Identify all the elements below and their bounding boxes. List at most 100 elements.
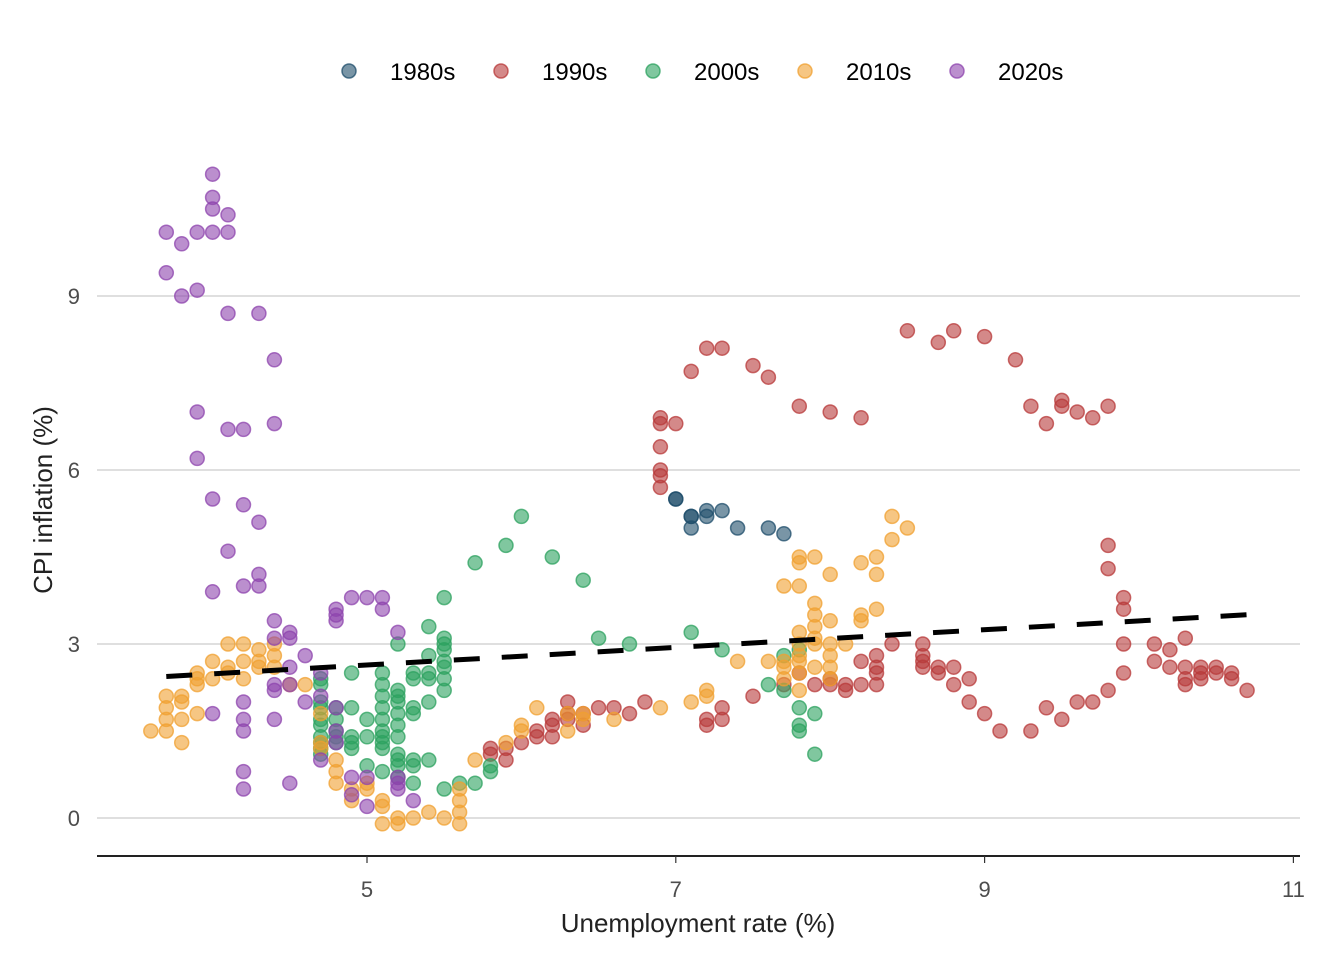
- trend-line-group: [166, 611, 1263, 679]
- data-point: [235, 636, 252, 652]
- data-point: [853, 555, 869, 571]
- data-point: [1069, 694, 1085, 710]
- data-point: [729, 520, 746, 536]
- data-point: [714, 711, 730, 728]
- data-point: [405, 775, 422, 791]
- data-point: [791, 555, 808, 571]
- data-point: [1115, 601, 1132, 617]
- data-point: [868, 676, 885, 693]
- data-point: [868, 601, 885, 617]
- data-point: [436, 589, 452, 606]
- data-point: [251, 305, 267, 322]
- data-point: [976, 328, 993, 345]
- data-point: [745, 357, 761, 374]
- data-point: [1146, 636, 1163, 652]
- data-point: [204, 166, 221, 182]
- data-point: [683, 363, 699, 380]
- data-point: [559, 723, 576, 739]
- data-point: [235, 497, 252, 513]
- data-point: [652, 462, 669, 478]
- data-point: [405, 758, 422, 774]
- data-point: [1177, 676, 1194, 693]
- data-point: [266, 682, 283, 699]
- data-point: [220, 224, 236, 240]
- x-tick-label: 9: [978, 877, 990, 902]
- data-point: [930, 334, 947, 351]
- x-tick-label: 5: [361, 877, 373, 902]
- data-point: [575, 705, 591, 722]
- legend-label: 2010s: [846, 59, 911, 86]
- legend-item-1990s: 1990s: [493, 59, 607, 86]
- data-point: [436, 682, 452, 699]
- data-point: [621, 636, 638, 652]
- data-point: [390, 781, 406, 797]
- data-point: [343, 787, 360, 803]
- data-point: [606, 711, 622, 728]
- data-point: [791, 578, 808, 594]
- data-point: [251, 514, 267, 530]
- data-point: [421, 804, 437, 820]
- x-axis-title: Unemployment rate (%): [561, 908, 836, 938]
- data-point: [374, 601, 391, 617]
- legend-item-2010s: 2010s: [797, 59, 911, 86]
- data-point: [235, 671, 252, 687]
- data-point: [312, 752, 329, 768]
- y-axis-title: CPI inflation (%): [28, 406, 58, 594]
- data-point: [1054, 392, 1070, 409]
- data-point: [745, 688, 761, 704]
- trend-line: [166, 611, 1263, 679]
- data-point: [297, 694, 313, 710]
- data-point: [235, 763, 252, 780]
- data-point: [343, 700, 360, 716]
- data-point: [204, 189, 221, 206]
- x-tick-label: 11: [1282, 877, 1305, 902]
- data-point: [204, 584, 221, 600]
- data-point: [652, 439, 669, 455]
- data-point: [266, 613, 283, 629]
- data-point: [1208, 665, 1224, 681]
- data-point: [1023, 723, 1039, 739]
- series-1980s: [668, 491, 792, 542]
- data-point: [837, 682, 854, 699]
- data-point: [822, 613, 838, 629]
- data-point: [729, 653, 746, 670]
- data-point: [822, 566, 838, 583]
- data-point: [822, 671, 838, 687]
- gridlines: [97, 295, 1300, 819]
- data-point: [683, 508, 699, 525]
- data-point: [436, 781, 452, 797]
- data-point: [421, 752, 437, 768]
- data-point: [714, 340, 730, 356]
- data-point: [637, 694, 653, 710]
- data-point: [173, 711, 190, 728]
- data-point: [359, 729, 375, 745]
- data-point: [1023, 398, 1039, 414]
- data-point: [1239, 682, 1255, 699]
- legend-label: 2020s: [998, 59, 1063, 86]
- data-point: [374, 763, 391, 780]
- y-tick-label: 9: [68, 284, 80, 309]
- data-point: [312, 688, 329, 704]
- data-point: [328, 775, 344, 791]
- series-2020s: [158, 166, 422, 815]
- data-point: [436, 810, 452, 826]
- data-point: [189, 224, 205, 240]
- data-point: [251, 653, 267, 670]
- data-point: [1100, 682, 1116, 699]
- data-point: [189, 705, 205, 722]
- data-point: [1100, 560, 1116, 577]
- data-point: [143, 723, 159, 739]
- data-point: [467, 775, 483, 791]
- data-point: [776, 526, 792, 542]
- data-point: [621, 705, 638, 722]
- data-point: [899, 323, 916, 339]
- data-point: [343, 589, 360, 606]
- data-point: [204, 705, 221, 722]
- data-point: [868, 566, 885, 583]
- data-point: [791, 700, 808, 716]
- data-point: [390, 624, 406, 641]
- data-point: [405, 705, 422, 722]
- data-point: [173, 236, 190, 252]
- data-point: [1084, 410, 1101, 426]
